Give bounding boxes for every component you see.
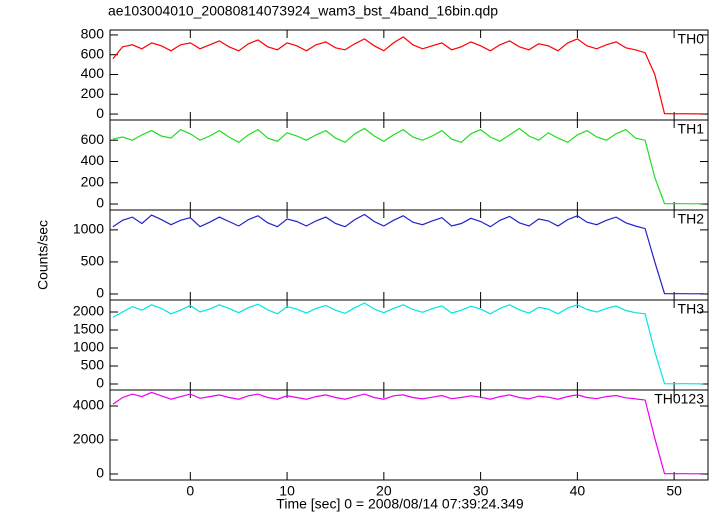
x-tick-label: 50	[666, 483, 682, 499]
y-axis-label: Counts/sec	[35, 220, 51, 290]
y-tick-label: 2000	[73, 303, 104, 319]
x-tick-label: 40	[570, 483, 586, 499]
y-tick-label: 200	[81, 85, 105, 101]
x-tick-label: 20	[376, 483, 392, 499]
series-label: TH0	[678, 31, 705, 47]
y-tick-label: 0	[96, 285, 104, 301]
y-tick-label: 1000	[73, 339, 104, 355]
y-tick-label: 400	[81, 65, 105, 81]
light-curve	[112, 213, 704, 295]
panel-frame	[109, 389, 709, 481]
x-tick-label: 10	[279, 483, 295, 499]
light-curve	[112, 302, 704, 385]
series-label: TH3	[678, 301, 705, 317]
panel-frame	[109, 209, 709, 301]
y-tick-label: 1000	[73, 221, 104, 237]
y-tick-label: 600	[81, 45, 105, 61]
chart-title: ae103004010_20080814073924_wam3_bst_4ban…	[108, 3, 498, 19]
y-tick-label: 2000	[73, 431, 104, 447]
x-tick-label: 30	[473, 483, 489, 499]
y-tick-label: 600	[81, 131, 105, 147]
series-label: TH1	[678, 121, 705, 137]
light-curve	[112, 36, 704, 115]
y-tick-label: 200	[81, 173, 105, 189]
series-label: TH0123	[654, 391, 704, 407]
y-tick-label: 1500	[73, 321, 104, 337]
x-axis-label: Time [sec] 0 = 2008/08/14 07:39:24.349	[276, 496, 524, 512]
y-tick-label: 0	[96, 195, 104, 211]
y-tick-label: 4000	[73, 397, 104, 413]
series-label: TH2	[678, 211, 705, 227]
x-tick-label: 0	[186, 483, 194, 499]
y-tick-label: 0	[96, 105, 104, 121]
y-tick-label: 0	[96, 465, 104, 481]
light-curve	[112, 127, 704, 205]
y-tick-label: 400	[81, 152, 105, 168]
y-tick-label: 800	[81, 26, 105, 42]
panel-frame	[109, 299, 709, 391]
y-tick-label: 500	[81, 357, 105, 373]
y-tick-label: 500	[81, 253, 105, 269]
y-tick-label: 0	[96, 375, 104, 391]
light-curve	[112, 391, 704, 475]
